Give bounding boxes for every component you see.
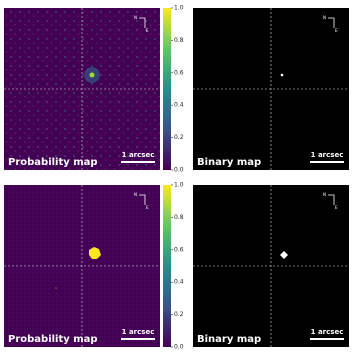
compass-north: N (134, 15, 137, 20)
compass-north: N (323, 192, 326, 197)
panel-label: Probability map (8, 157, 98, 168)
colorbar-tick-label: 0.6 (174, 246, 184, 253)
compass-east: E (146, 205, 149, 210)
scale-label: 1 arcsec (311, 151, 344, 159)
panel-label: Binary map (197, 334, 261, 345)
colorbar-tick-label: 0.4 (174, 102, 184, 109)
compass-east: E (335, 205, 338, 210)
compass-east: E (146, 28, 149, 33)
colorbar-tick-label: 1.0 (174, 182, 184, 189)
compass (139, 194, 146, 205)
colorbar-tick-label: 1.0 (174, 5, 184, 12)
source (89, 72, 95, 78)
panel-label: Binary map (197, 157, 261, 168)
scale-label: 1 arcsec (122, 328, 155, 336)
compass-north: N (134, 192, 137, 197)
colorbar-tick-label: 0.4 (174, 279, 184, 286)
binary-blob (280, 251, 288, 259)
speck (55, 287, 57, 289)
colorbar-tick-label: 0.6 (174, 69, 184, 76)
compass (139, 17, 146, 28)
colorbar-tick-label: 0.2 (174, 311, 184, 318)
colorbar-tick-label: 0.2 (174, 134, 184, 141)
compass (328, 17, 335, 28)
colorbar (163, 185, 171, 347)
scale-label: 1 arcsec (122, 151, 155, 159)
source (89, 247, 101, 259)
colorbar-tick-label: 0.0 (174, 344, 184, 351)
colorbar-tick-label: 0.0 (174, 167, 184, 174)
colorbar-tick-label: 0.8 (174, 37, 184, 44)
panel-label: Probability map (8, 334, 98, 345)
compass-north: N (323, 15, 326, 20)
compass-east: E (335, 28, 338, 33)
colorbar-tick-label: 0.8 (174, 214, 184, 221)
colorbar (163, 8, 171, 170)
scale-label: 1 arcsec (311, 328, 344, 336)
binary-blob (280, 73, 284, 77)
compass (328, 194, 335, 205)
